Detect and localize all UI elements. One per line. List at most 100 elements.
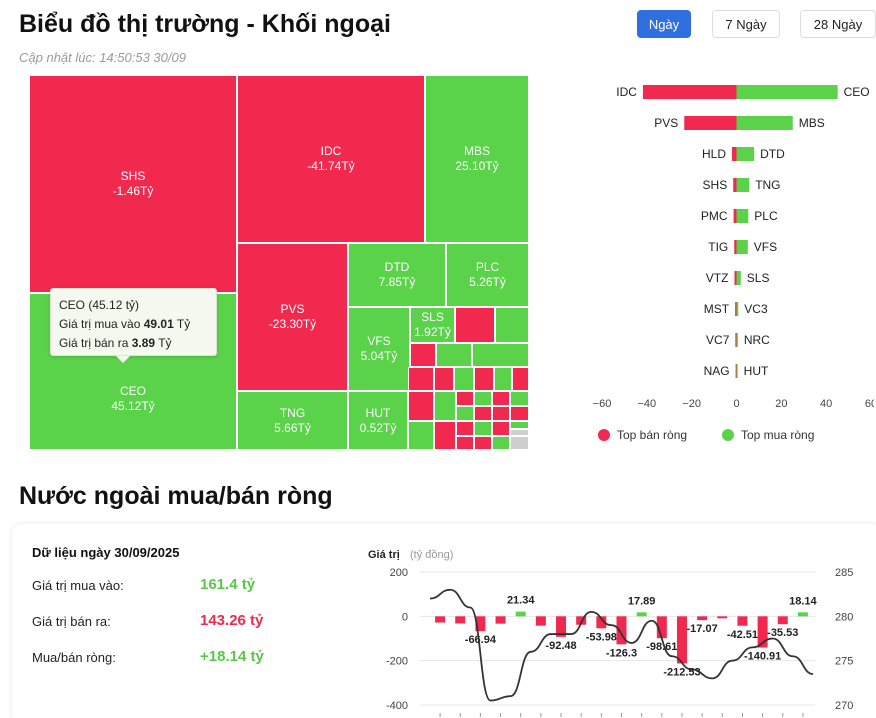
treemap-cell-vfs[interactable]: VFS 5.04Tỷ [348, 307, 410, 391]
range-day-button[interactable]: Ngày [637, 10, 691, 38]
net-bar [616, 616, 627, 645]
x-tick-label: −40 [637, 398, 656, 410]
treemap-cell-value: -1.46Tỷ [112, 184, 154, 198]
treemap-cell-small[interactable] [456, 436, 474, 450]
treemap-cell-small[interactable] [410, 343, 436, 367]
treemap-cell-idc[interactable]: IDC -41.74Tỷ [237, 75, 425, 243]
x-tick-label: 20 [775, 398, 787, 410]
net-bar [576, 616, 587, 625]
range-7day-button[interactable]: 7 Ngày [712, 10, 780, 38]
treemap-cell-name: PVS [280, 302, 305, 316]
treemap-cell-small[interactable] [510, 421, 529, 429]
treemap-cell-hut[interactable]: HUT 0.52Tỷ [348, 391, 408, 450]
treemap-cell-value: 45.12Tỷ [111, 398, 155, 413]
sell-bar [642, 85, 737, 99]
net-bar [535, 616, 546, 626]
sell-ticker-label: PMC [701, 209, 728, 223]
treemap-cell-value: 1.92Tỷ [414, 325, 451, 339]
treemap-cell-small[interactable] [474, 391, 492, 406]
y-axis-unit: (tỷ đồng) [410, 549, 453, 561]
y-tick-label: 200 [390, 567, 408, 579]
treemap-cell-small[interactable] [492, 421, 510, 436]
sell-bar [732, 147, 737, 161]
treemap-cell-value: 5.66Tỷ [274, 420, 311, 435]
x-tick-label: −60 [593, 398, 612, 410]
buy-ticker-label: HUT [744, 364, 769, 378]
treemap-cell-small[interactable] [408, 421, 434, 450]
y-tick-label: 0 [402, 611, 408, 623]
treemap-cell-shs[interactable]: SHS -1.46Tỷ [29, 75, 237, 293]
treemap-cell-small[interactable] [510, 429, 529, 436]
treemap-cell-small[interactable] [434, 421, 456, 450]
treemap-cell-value: -23.30Tỷ [268, 317, 317, 331]
tooltip-buy-label: Giá trị mua vào [59, 317, 141, 331]
legend-sell-swatch [598, 429, 610, 441]
index-line [429, 588, 814, 702]
sell-bar [735, 302, 737, 316]
treemap-cell-name: TNG [279, 405, 306, 420]
bar-value-label: -140.91 [744, 651, 781, 663]
summary-date: Dữ liệu ngày 30/09/2025 [32, 545, 180, 560]
bar-value-label: -98.61 [646, 641, 677, 653]
treemap-cell-small[interactable] [495, 307, 529, 343]
sell-label: Giá trị bán ra: [32, 614, 111, 629]
y-tick-label: -400 [386, 700, 408, 712]
treemap-cell-small[interactable] [456, 406, 474, 421]
sell-ticker-label: MST [704, 302, 730, 316]
tooltip-title: CEO (45.12 tỷ) [59, 298, 140, 312]
treemap-cell-small[interactable] [492, 406, 510, 421]
treemap-cell-small[interactable] [455, 307, 495, 343]
treemap-cell-pvs[interactable]: PVS -23.30Tỷ [237, 243, 348, 391]
treemap-cell-small[interactable] [434, 367, 454, 391]
treemap-cell-value: 7.85Tỷ [378, 275, 416, 289]
treemap-cell-mbs[interactable]: MBS 25.10Tỷ [425, 75, 529, 243]
buy-bar [736, 271, 741, 285]
x-tick-label: 0 [733, 398, 739, 410]
sell-ticker-label: HLD [702, 147, 726, 161]
treemap-cell-plc[interactable]: PLC 5.26Tỷ [446, 243, 529, 307]
treemap-cell-value: 5.26Tỷ [469, 275, 506, 289]
treemap-cell-small[interactable] [472, 343, 529, 367]
sell-bar [733, 209, 737, 223]
buy-ticker-label: VFS [754, 240, 777, 254]
treemap-cell-small[interactable] [510, 436, 529, 450]
treemap-cell-small[interactable] [408, 367, 434, 391]
net-label: Mua/bán ròng: [32, 650, 116, 665]
treemap-cell-small[interactable] [474, 436, 492, 450]
treemap-cell-value: 0.52Tỷ [359, 420, 397, 435]
treemap-cell-tng[interactable]: TNG 5.66Tỷ [237, 391, 348, 450]
treemap-cell-sls[interactable]: SLS 1.92Tỷ [410, 307, 455, 343]
legend-sell[interactable]: Top bán ròng [598, 428, 687, 442]
treemap-cell-small[interactable] [436, 343, 472, 367]
sell-value: 143.26 tỷ [200, 612, 264, 629]
sell-bar [733, 178, 737, 192]
treemap-cell-small[interactable] [456, 421, 474, 436]
treemap-cell-small[interactable] [474, 406, 492, 421]
treemap-cell-small[interactable] [408, 391, 434, 421]
treemap-cell-small[interactable] [454, 367, 474, 391]
treemap-cell-small[interactable] [474, 367, 494, 391]
treemap-cell-small[interactable] [494, 367, 512, 391]
buy-bar [736, 364, 738, 378]
section-heading: Nước ngoài mua/bán ròng [19, 482, 333, 510]
bar-value-label: -212.53 [663, 666, 700, 678]
treemap-cell-small[interactable] [434, 391, 456, 421]
bar-value-label: 18.14 [789, 595, 817, 607]
treemap-cell-value: -41.74Tỷ [307, 159, 355, 173]
y2-tick-label: 280 [835, 611, 853, 623]
tooltip-buy-value: 49.01 [143, 317, 174, 331]
range-28day-button[interactable]: 28 Ngày [800, 10, 876, 38]
treemap-cell-dtd[interactable]: DTD 7.85Tỷ [348, 243, 446, 307]
treemap-cell-small[interactable] [492, 436, 510, 450]
treemap-cell-small[interactable] [456, 391, 474, 406]
treemap-cell-small[interactable] [492, 391, 510, 406]
net-bar [455, 616, 466, 624]
treemap-cell-name: CEO [119, 383, 146, 398]
net-bar [435, 616, 446, 623]
tooltip-unit: Tỷ [176, 317, 191, 331]
treemap-cell-small[interactable] [474, 421, 492, 436]
treemap-cell-small[interactable] [510, 406, 529, 421]
legend-buy[interactable]: Top mua ròng [722, 428, 814, 442]
treemap-cell-small[interactable] [512, 367, 529, 391]
treemap-cell-small[interactable] [510, 391, 529, 406]
